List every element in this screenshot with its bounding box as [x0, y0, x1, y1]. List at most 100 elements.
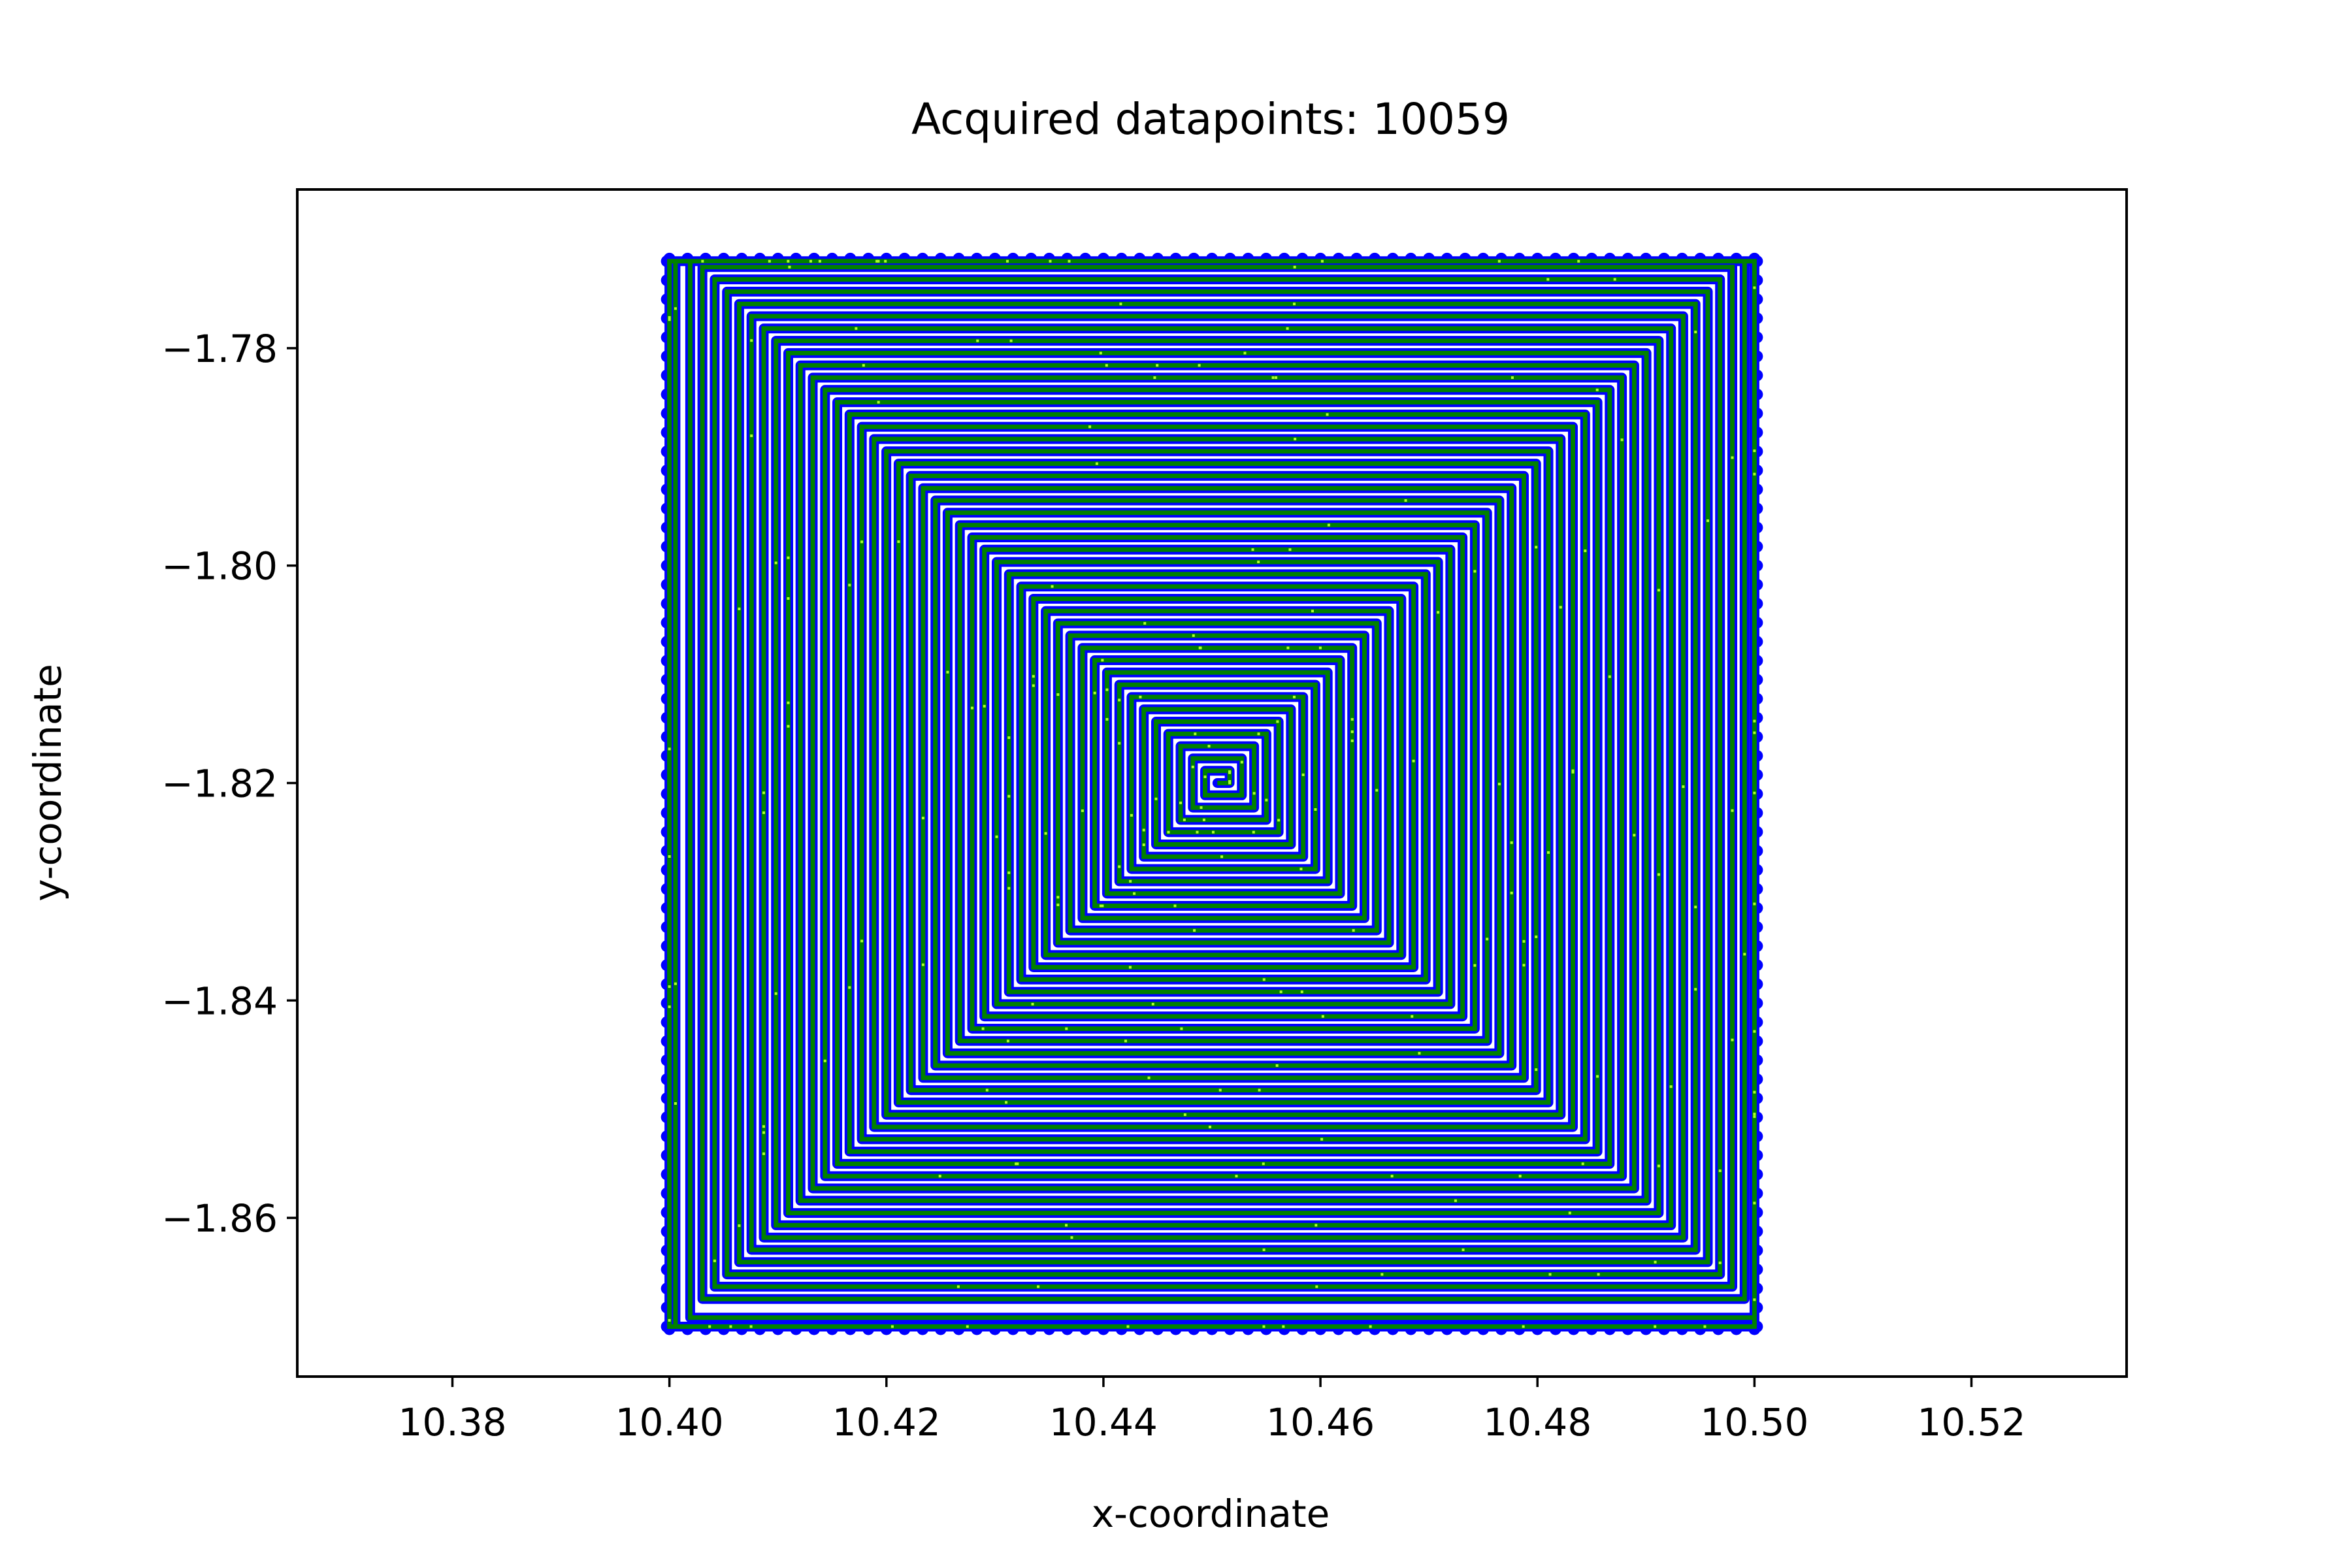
- scan-point: [1657, 1164, 1660, 1168]
- scan-point: [1352, 929, 1355, 932]
- scan-point: [1139, 695, 1142, 698]
- scan-point: [938, 1175, 941, 1178]
- scan-point: [1753, 1090, 1756, 1094]
- scan-point: [1179, 801, 1183, 804]
- scan-point: [1522, 939, 1526, 943]
- scan-point: [1006, 1039, 1009, 1043]
- scan-point: [1258, 1088, 1261, 1092]
- scan-point: [774, 992, 777, 995]
- scan-point: [860, 540, 864, 544]
- scan-point: [1369, 1325, 1372, 1328]
- scan-point: [818, 259, 821, 263]
- scan-point: [674, 982, 677, 985]
- scan-point: [787, 556, 790, 559]
- scan-point: [1286, 327, 1289, 330]
- scan-point: [1099, 904, 1102, 907]
- scan-point: [1105, 364, 1108, 367]
- scan-point: [1007, 794, 1011, 798]
- scan-point: [1005, 259, 1009, 263]
- scan-point: [1153, 376, 1156, 380]
- scan-point: [787, 597, 790, 600]
- scan-point: [1118, 698, 1121, 702]
- scan-point: [1753, 719, 1756, 723]
- scan-point: [1031, 1002, 1034, 1005]
- scan-point: [1320, 1137, 1324, 1141]
- scan-point: [1706, 519, 1709, 523]
- scan-point: [1753, 1113, 1756, 1116]
- scan-point: [1093, 691, 1096, 694]
- scan-point: [1240, 760, 1243, 764]
- scan-point: [1056, 896, 1060, 899]
- x-axis-label: x-coordinate: [1092, 1492, 1330, 1536]
- scan-point: [1608, 675, 1611, 678]
- scan-point: [1571, 770, 1575, 774]
- scan-point: [1252, 830, 1255, 834]
- scan-point: [1191, 765, 1194, 768]
- scan-point: [1194, 732, 1197, 736]
- scan-point: [1286, 646, 1290, 649]
- scan-point: [1437, 611, 1440, 614]
- scan-point: [1124, 1039, 1127, 1043]
- scan-point: [1571, 769, 1575, 772]
- scan-point: [823, 1059, 826, 1062]
- scan-point: [762, 1131, 765, 1134]
- scan-point: [1128, 966, 1132, 969]
- scan-point: [1279, 990, 1282, 994]
- scan-point: [1068, 259, 1071, 263]
- scan-point: [921, 817, 924, 820]
- scan-point: [787, 259, 790, 263]
- scan-point: [1016, 1162, 1019, 1166]
- scan-point: [1065, 1224, 1068, 1227]
- scan-point: [1211, 830, 1215, 834]
- scan-point: [1511, 376, 1514, 380]
- scan-point: [1669, 1085, 1673, 1088]
- scan-point: [1276, 720, 1279, 723]
- scan-path-line: [667, 259, 1757, 1329]
- scan-point: [1183, 818, 1186, 821]
- scan-point: [1535, 935, 1538, 938]
- scan-point: [1218, 1088, 1222, 1092]
- scan-point: [890, 1325, 894, 1328]
- scan-point: [788, 265, 791, 269]
- scan-point: [1311, 610, 1314, 613]
- scan-point: [1314, 808, 1317, 811]
- scan-point: [1173, 904, 1177, 907]
- highlight-points: [668, 259, 1756, 1328]
- scan-point: [1119, 302, 1122, 306]
- scan-point: [1088, 425, 1092, 429]
- scan-point: [713, 1259, 716, 1262]
- scan-point: [1315, 1285, 1318, 1288]
- scan-point: [1081, 809, 1084, 812]
- scan-point: [897, 540, 900, 544]
- scan-point: [809, 259, 812, 263]
- scan-point: [1326, 413, 1329, 416]
- scan-point: [1032, 675, 1035, 678]
- scan-point: [1065, 1027, 1068, 1030]
- x-tick-label: 10.42: [832, 1400, 941, 1445]
- scan-point: [1235, 1175, 1238, 1178]
- scan-point: [860, 939, 864, 943]
- scan-point: [668, 747, 671, 751]
- scan-point: [1252, 792, 1256, 795]
- scan-point: [976, 339, 979, 342]
- scan-point: [1271, 376, 1275, 380]
- scan-point: [1473, 570, 1477, 573]
- scan-point: [1577, 259, 1580, 263]
- scan-point: [1454, 1199, 1457, 1202]
- scan-point: [1257, 732, 1260, 736]
- scan-point: [1535, 1068, 1538, 1071]
- scan-point: [1753, 286, 1756, 289]
- scan-point: [1105, 688, 1109, 691]
- y-axis-label: y-coordinate: [25, 664, 70, 902]
- scan-point: [1753, 1201, 1756, 1205]
- scan-point: [862, 364, 865, 367]
- scan-point: [1581, 1162, 1584, 1166]
- scan-point: [1293, 265, 1296, 269]
- scan-point: [1694, 331, 1697, 334]
- scan-point: [768, 259, 771, 263]
- scan-point: [1510, 891, 1513, 894]
- scan-point: [1320, 259, 1324, 263]
- scan-point: [1411, 1015, 1414, 1018]
- scan-point: [1518, 1175, 1522, 1178]
